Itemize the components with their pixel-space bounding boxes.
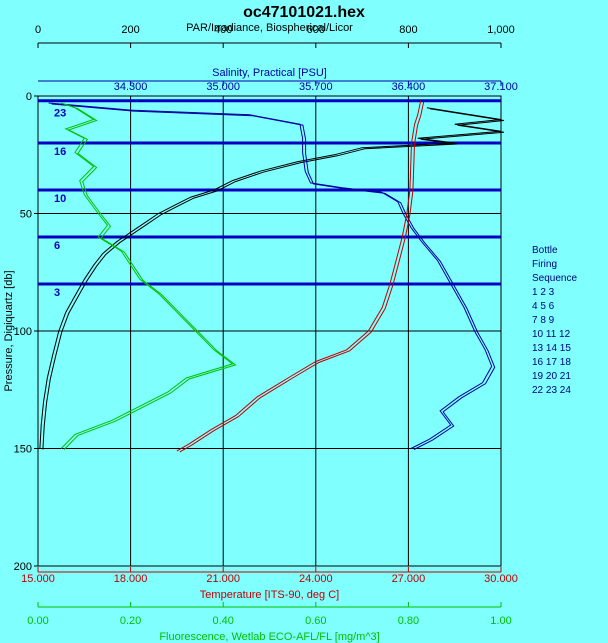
axis-tick-label: 0.40	[212, 615, 233, 627]
axis-tick-label: 36.400	[392, 81, 426, 93]
bottle-label: 10	[54, 193, 66, 205]
axis-tick-label: 0	[35, 24, 41, 36]
bottle-firing-lines: 23 16 10 6 3	[38, 99, 501, 299]
axis-tick-label: 0.60	[305, 615, 326, 627]
data-series	[39, 100, 505, 453]
axis-tick-label: 0.80	[398, 615, 419, 627]
series-line-salinity	[48, 102, 493, 449]
y-tick-label: 100	[14, 326, 32, 338]
axis-title: PAR/Irradiance, Biospherical/Licor	[186, 22, 353, 34]
legend-line: 1 2 3	[532, 287, 555, 298]
chart-title: oc47101021.hex	[243, 4, 365, 21]
y-tick-label: 0	[26, 91, 32, 103]
axis-tick-label: 600	[307, 24, 325, 36]
series-line-salinity-upcast	[51, 103, 496, 450]
axis-tick-label: 30.000	[484, 573, 518, 585]
axis-tick-label: 0.00	[27, 615, 48, 627]
axis-title: Temperature [ITS-90, deg C]	[200, 589, 339, 601]
legend-line: Firing	[532, 259, 558, 270]
axis-tick-label: 24.000	[299, 573, 333, 585]
axis-tick-label: 0.20	[120, 615, 141, 627]
axis-tick-label: 200	[121, 24, 139, 36]
axis-tick-label: 1,000	[487, 24, 515, 36]
axis-tick-label: 35.000	[206, 81, 240, 93]
axis-tick-label: 1.00	[490, 615, 511, 627]
legend-line: 19 20 21	[532, 371, 571, 382]
series-line-temperature	[176, 100, 422, 452]
bottle-label: 6	[54, 240, 60, 252]
axis-title: Salinity, Practical [PSU]	[212, 67, 327, 79]
bottle-firing-legend: Bottle Firing Sequence 1 2 3 4 5 6 7 8 9…	[532, 244, 604, 398]
bottle-label: 16	[54, 146, 66, 158]
series-line-fluorescence-upcast	[63, 103, 237, 450]
bottle-label: 3	[54, 287, 60, 299]
axis-tick-label: 37.100	[484, 81, 518, 93]
y-tick-label: 200	[14, 561, 32, 573]
grid-lines	[37, 95, 502, 567]
series-line-temperature-upcast	[179, 101, 425, 453]
legend-line: 7 8 9	[532, 315, 555, 326]
axis-tick-label: 800	[399, 24, 417, 36]
axis-tick-label: 18.000	[114, 573, 148, 585]
axis-tick-label: 34.300	[114, 81, 148, 93]
y-axis-title: Pressure, Digiquartz [db]	[3, 270, 15, 391]
axis-tick-label: 400	[214, 24, 232, 36]
series-line-par-upcast	[42, 108, 505, 450]
axes-group: 0 50 100 150 200 Pressure, Digiquartz [db] 0 20…	[3, 22, 518, 643]
legend-line: Bottle	[532, 245, 558, 256]
series-line-fluorescence	[60, 102, 234, 449]
axis-tick-label: 15.000	[21, 573, 55, 585]
axis-tick-label: 21.000	[206, 573, 240, 585]
legend-line: 16 17 18	[532, 357, 571, 368]
legend-line: 22 23 24	[532, 385, 571, 396]
axis-title: Fluorescence, Wetlab ECO-AFL/FL [mg/m^3]	[159, 631, 379, 643]
legend-line: 13 14 15	[532, 343, 571, 354]
axis-tick-label: 27.000	[392, 573, 426, 585]
series-line-par	[39, 107, 502, 449]
legend-line: Sequence	[532, 273, 578, 284]
y-tick-label: 150	[14, 444, 32, 456]
bottle-label: 23	[54, 108, 66, 120]
legend-line: 4 5 6	[532, 301, 555, 312]
y-tick-label: 50	[20, 209, 32, 221]
axis-tick-label: 35.700	[299, 81, 333, 93]
legend-line: 10 11 12	[532, 329, 571, 340]
